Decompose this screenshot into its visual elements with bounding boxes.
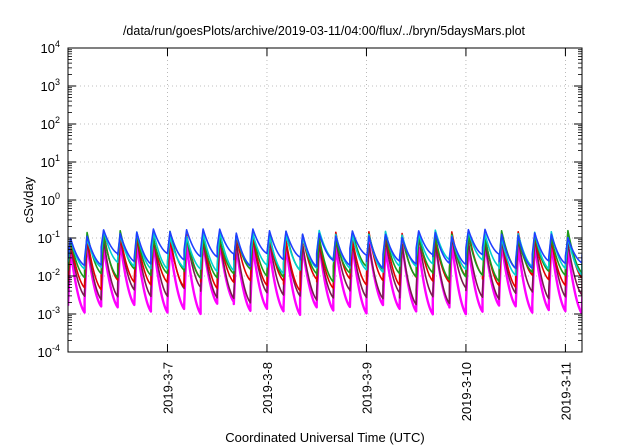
x-tick-label: 2019-3-10 [459,362,474,421]
y-tick-label: 10-3 [38,305,60,322]
x-axis: 2019-3-7 2019-3-8 2019-3-9 2019-3-10 2019-3-… [160,48,573,421]
y-axis: 104 103 102 101 100 10-1 10-2 10-3 10-4 [38,39,582,360]
y-tick-label: 104 [41,39,60,56]
x-axis-label: Coordinated Universal Time (UTC) [225,430,424,445]
x-tick-label: 2019-3-9 [359,362,374,414]
x-tick-label: 2019-3-7 [160,362,175,414]
y-tick-label: 101 [41,153,60,170]
y-axis-label: cSv/day [21,176,36,223]
chart-title: /data/run/goesPlots/archive/2019-03-11/0… [123,24,526,38]
y-tick-label: 100 [41,191,60,208]
y-tick-label: 102 [41,115,60,132]
y-tick-label: 10-2 [38,267,60,284]
series-line [68,234,582,306]
y-tick-label: 10-4 [38,343,60,360]
y-tick-label: 10-1 [38,229,60,246]
x-tick-label: 2019-3-8 [260,362,275,414]
x-tick-label: 2019-3-11 [558,362,573,420]
series-line [68,240,582,316]
series-line [68,228,582,270]
plot-area [67,47,583,353]
y-tick-label: 103 [41,77,60,94]
series-group [68,228,582,316]
series-line [68,229,582,283]
